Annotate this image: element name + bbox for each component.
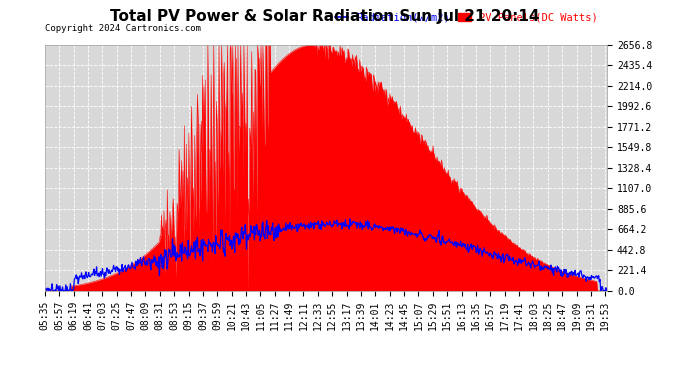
Text: Copyright 2024 Cartronics.com: Copyright 2024 Cartronics.com bbox=[45, 24, 201, 33]
Legend: Radiation(w/m2), PV Panels(DC Watts): Radiation(w/m2), PV Panels(DC Watts) bbox=[331, 9, 602, 27]
Text: Total PV Power & Solar Radiation Sun Jul 21 20:14: Total PV Power & Solar Radiation Sun Jul… bbox=[110, 9, 539, 24]
